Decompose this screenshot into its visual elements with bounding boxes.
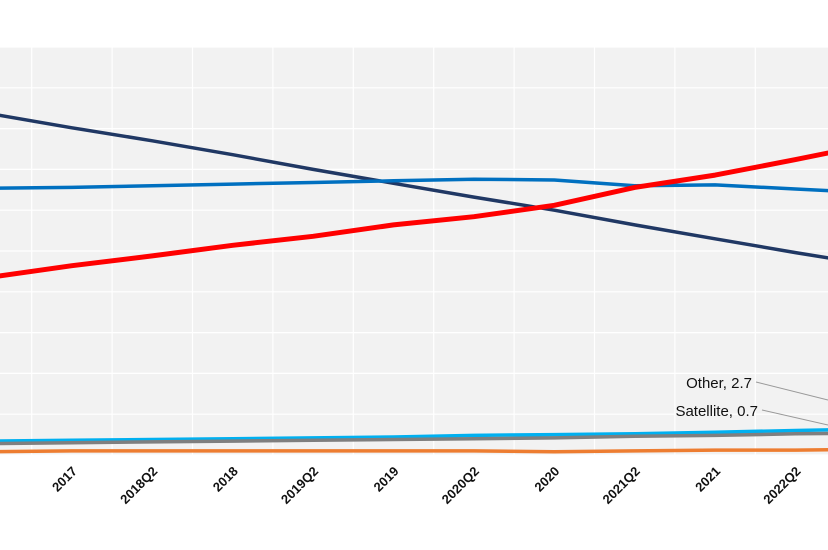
x-tick-label: 2020 [531,464,562,495]
series-line [0,428,828,443]
series-line [0,431,828,446]
series-line [0,448,828,454]
series-line [0,113,828,260]
annotation: Satellite, 0.7 [675,403,758,420]
leader-line [755,381,828,401]
x-tick-label: 2018 [210,464,241,495]
x-tick-label: 2018Q2 [117,464,160,507]
x-tick-label: 2017 [49,464,80,495]
x-tick-label: 2021Q2 [600,464,643,507]
x-tick-label: 2022Q2 [760,464,803,507]
x-tick-label: 2019Q2 [278,464,321,507]
annotation: Other, 2.7 [686,375,752,392]
series-line [0,177,828,193]
series-line [0,150,828,279]
x-tick-label: 2020Q2 [439,464,482,507]
leader-line [761,409,828,426]
x-tick-label: 2019 [371,464,402,495]
x-tick-label: 2021 [692,464,723,495]
